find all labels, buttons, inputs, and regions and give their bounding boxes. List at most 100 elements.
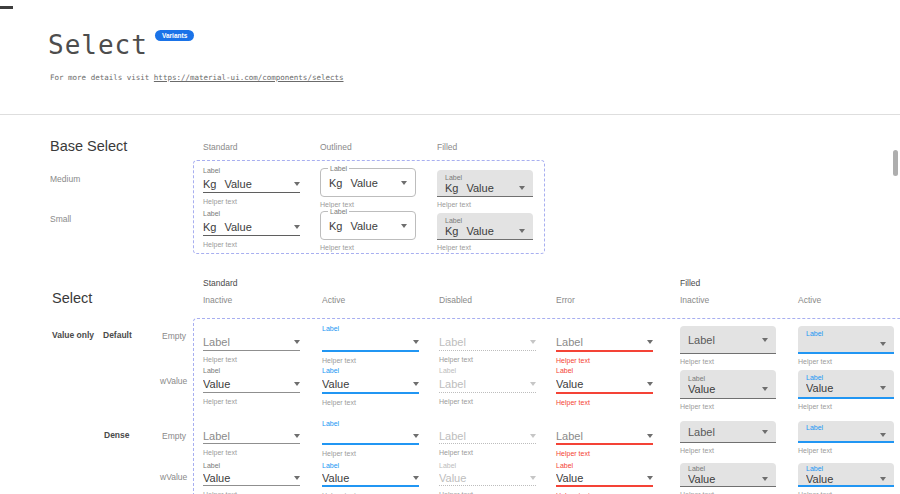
base-select-standard-small: Label KgValue Helper text xyxy=(203,209,300,248)
select-control[interactable]: Label xyxy=(439,376,536,393)
select-control[interactable]: Label Value xyxy=(680,463,776,487)
page-title: Select xyxy=(48,30,148,60)
dropdown-arrow-icon xyxy=(647,434,653,438)
select-label: Label xyxy=(203,166,300,175)
helper-text: Helper text xyxy=(437,201,533,208)
base-select-standard-medium: Label KgValue Helper text xyxy=(203,166,300,205)
helper-text: Helper text xyxy=(203,198,300,205)
dropdown-arrow-icon xyxy=(413,382,419,386)
select-control[interactable]: Label xyxy=(798,421,894,443)
select-control[interactable]: Label Value xyxy=(798,463,894,487)
helper-text: Helper text xyxy=(439,356,536,363)
dropdown-arrow-icon xyxy=(413,340,419,344)
variants-badge[interactable]: Variants xyxy=(155,30,194,41)
select-value: Value xyxy=(688,383,762,395)
select-label: Label xyxy=(439,366,536,375)
select-label: Label xyxy=(806,373,886,382)
select-control[interactable]: Value xyxy=(203,471,300,486)
dropdown-arrow-icon xyxy=(519,186,525,190)
select-value: Value xyxy=(556,472,647,484)
dropdown-arrow-icon xyxy=(762,387,768,391)
select-adornment: Kg xyxy=(329,220,342,232)
row-label-dense-empty: Empty xyxy=(162,431,186,441)
select-label: Label xyxy=(445,216,525,225)
section-heading-select: Select xyxy=(52,290,92,306)
select-label: Label xyxy=(328,165,349,173)
select-value: Label xyxy=(439,430,530,442)
page: Select Variants For more details visit h… xyxy=(0,0,900,494)
helper-text: Helper text xyxy=(320,201,416,208)
select-standard-error-value: Label Value Helper text xyxy=(556,366,653,406)
dropdown-arrow-icon xyxy=(647,340,653,344)
select-control[interactable]: Value xyxy=(322,376,419,394)
select-adornment: Kg xyxy=(203,221,216,233)
select-control[interactable]: Value xyxy=(556,471,653,487)
select-standard-inactive-value: Label Value Helper text xyxy=(203,366,300,405)
helper-text: Helper text xyxy=(322,450,419,457)
state-header-filled-active: Active xyxy=(798,295,821,305)
select-control[interactable]: Label xyxy=(203,334,300,351)
select-control[interactable]: Label xyxy=(439,429,536,444)
select-control[interactable]: Label xyxy=(680,421,776,443)
dropdown-arrow-icon xyxy=(647,382,653,386)
select-control[interactable]: KgValue xyxy=(203,176,300,193)
select-control[interactable]: Label xyxy=(798,326,894,354)
select-label: Label xyxy=(203,366,300,375)
helper-text: Helper text xyxy=(556,450,653,457)
dropdown-arrow-icon xyxy=(530,340,536,344)
select-control[interactable]: Label Value xyxy=(798,370,894,399)
select-standard-active-empty: Label Helper text xyxy=(322,324,419,364)
select-control[interactable]: Value xyxy=(556,376,653,394)
select-filled-inactive-dense-value: Label Value Helper text xyxy=(680,463,776,494)
helper-text: Helper text xyxy=(203,241,300,248)
select-control[interactable]: KgValue xyxy=(203,219,300,236)
helper-text: Helper text xyxy=(437,244,533,251)
select-control[interactable]: Label KgValue xyxy=(320,211,416,240)
select-control[interactable]: Label xyxy=(556,429,653,445)
select-control[interactable]: Label KgValue xyxy=(320,168,416,197)
select-value: Label xyxy=(439,378,530,390)
select-standard-disabled-value: Label Label Helper text xyxy=(439,366,536,405)
select-label: Label xyxy=(322,461,419,470)
select-value: Value xyxy=(350,177,401,189)
select-control[interactable]: Label KgValue xyxy=(437,170,533,197)
select-standard-active-dense-value: Label Value Helper text xyxy=(322,461,419,494)
helper-text: Helper text xyxy=(556,357,653,364)
dropdown-arrow-icon xyxy=(401,224,407,228)
select-control[interactable]: Value xyxy=(203,376,300,393)
dropdown-arrow-icon xyxy=(413,434,419,438)
select-value: Value xyxy=(688,473,762,485)
select-control[interactable] xyxy=(322,429,419,445)
scrollbar-thumb[interactable] xyxy=(893,150,898,176)
select-control[interactable]: Label xyxy=(680,326,776,354)
divider xyxy=(0,114,900,115)
select-label xyxy=(556,324,653,333)
select-value: Value xyxy=(224,178,294,190)
select-filled-active-dense-value: Label Value Helper text xyxy=(798,463,894,494)
helper-text: Helper text xyxy=(203,449,300,456)
state-header-standard-error: Error xyxy=(556,295,575,305)
select-label: Label xyxy=(806,329,886,338)
intro-prefix: For more details visit xyxy=(50,73,154,82)
select-adornment: Kg xyxy=(445,182,458,194)
docs-link[interactable]: https://material-ui.com/components/selec… xyxy=(154,73,344,82)
dropdown-arrow-icon xyxy=(294,382,300,386)
select-control[interactable]: Label Value xyxy=(680,370,776,399)
select-label xyxy=(439,324,536,333)
select-control[interactable]: Label xyxy=(556,334,653,352)
group-header-standard: Standard xyxy=(203,278,238,288)
select-value: Value xyxy=(806,382,880,394)
select-control[interactable] xyxy=(322,334,419,352)
select-label: Label xyxy=(203,209,300,218)
select-control[interactable]: Value xyxy=(439,471,536,486)
dropdown-arrow-icon xyxy=(762,430,768,434)
select-standard-error-dense-value: Label Value Helper text xyxy=(556,461,653,494)
select-label: Label xyxy=(439,461,536,470)
select-control[interactable]: Value xyxy=(322,471,419,487)
select-label xyxy=(203,324,300,333)
select-control[interactable]: Label xyxy=(203,429,300,444)
select-standard-active-value: Label Value Helper text xyxy=(322,366,419,406)
select-value: Value xyxy=(203,378,294,390)
select-control[interactable]: Label KgValue xyxy=(437,213,533,240)
select-control[interactable]: Label xyxy=(439,334,536,351)
